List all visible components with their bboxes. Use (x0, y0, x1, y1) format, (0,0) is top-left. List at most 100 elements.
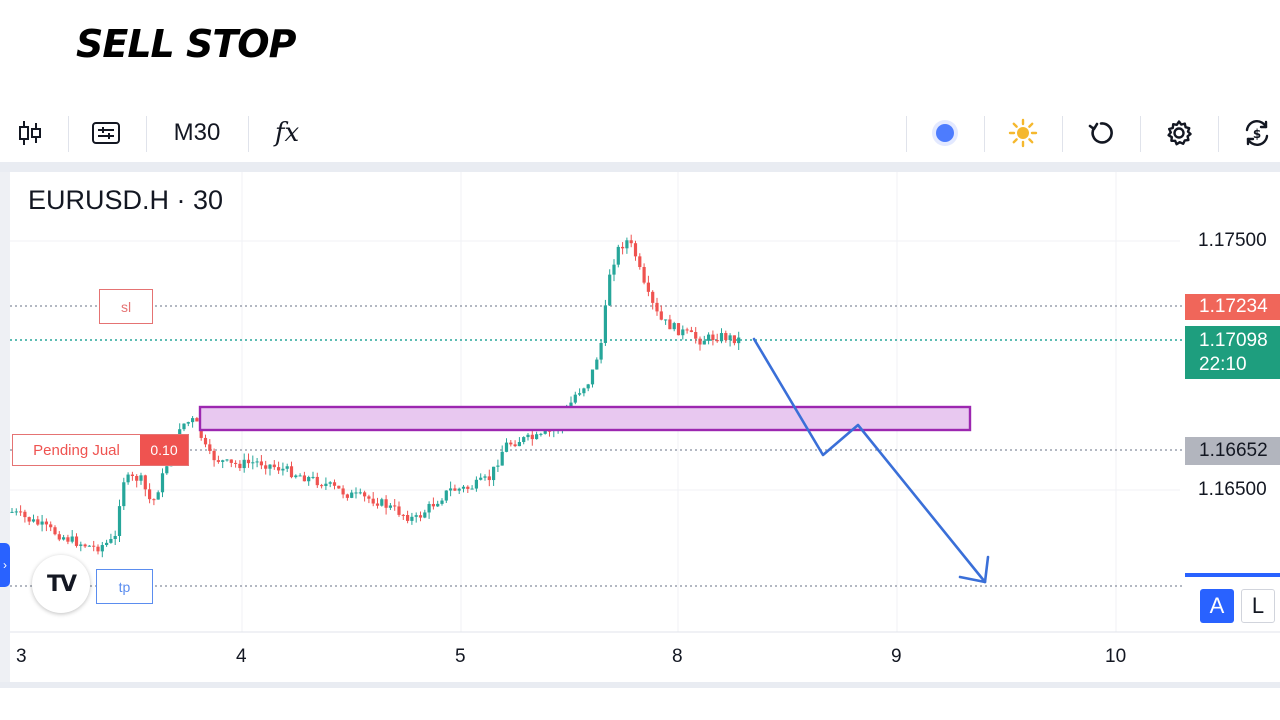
candle-body (221, 460, 225, 462)
candle-body (307, 477, 311, 482)
candle-body (92, 545, 96, 547)
candle-body (135, 475, 139, 481)
candle-body (10, 511, 14, 513)
candle-body (27, 517, 31, 522)
candle-body (586, 384, 590, 389)
candle-body (724, 333, 728, 341)
candle-body (238, 463, 242, 469)
candle-body (122, 482, 126, 507)
currency-exchange-icon[interactable]: $ (1236, 104, 1278, 162)
candle-body (264, 465, 268, 469)
candle-body (513, 444, 517, 447)
candle-body (337, 485, 341, 489)
reset-icon[interactable] (1080, 104, 1122, 162)
candle-body (698, 338, 702, 345)
candles-icon[interactable] (10, 104, 50, 162)
candle-body (208, 444, 212, 451)
candle-body (517, 442, 521, 447)
candle-body (406, 515, 410, 521)
candle-body (371, 498, 375, 504)
candle-body (212, 450, 216, 461)
candle-body (608, 274, 612, 306)
candle-body (685, 329, 689, 331)
candle-body (234, 462, 238, 464)
sl-price-tag: 1.17234 (1185, 294, 1280, 320)
candle-body (664, 319, 668, 321)
symbol-title[interactable]: EURUSD.H · 30 (28, 185, 224, 215)
candle-body (401, 514, 405, 516)
candle-body (311, 476, 315, 478)
candle-body (582, 388, 586, 394)
candle-body (633, 243, 638, 257)
candle-body (535, 434, 539, 440)
gear-icon[interactable] (1158, 104, 1200, 162)
pending-order-qty: 0.10 (140, 435, 188, 465)
candle-body (259, 461, 263, 466)
candle-body (66, 537, 70, 542)
candle-body (719, 333, 724, 342)
candle-body (302, 475, 306, 482)
candle-body (165, 466, 169, 474)
timeframe-button[interactable]: M30 (160, 104, 234, 162)
candle-body (31, 519, 36, 522)
toolbar-divider (0, 162, 1280, 172)
left-edge (0, 172, 10, 682)
candle-body (49, 524, 53, 528)
vertical-grid (241, 172, 1117, 632)
fx-icon: fx (274, 118, 300, 148)
candle-body (547, 430, 552, 432)
candle-body (629, 240, 633, 244)
time-axis-label: 9 (891, 646, 902, 667)
candle-body (393, 505, 397, 507)
candle-body (461, 486, 466, 489)
candle-body (715, 340, 719, 342)
candle-body (195, 418, 199, 422)
candle-body (126, 474, 130, 483)
sl-order-label[interactable]: sl (99, 289, 153, 324)
candle-body (414, 515, 418, 517)
record-dot-icon[interactable] (924, 104, 966, 162)
candle-body (53, 527, 57, 535)
candle-body (504, 442, 509, 452)
log-scale-button[interactable]: L (1241, 589, 1275, 623)
candle-body (246, 459, 251, 464)
candle-body (496, 465, 500, 467)
pending-order-label[interactable]: Pending Jual 0.10 (12, 434, 189, 466)
axis-blue-marker (1185, 573, 1280, 577)
chevron-right-icon: › (3, 558, 7, 572)
candle-body (105, 542, 109, 546)
candle-body (281, 468, 285, 471)
candle-body (363, 492, 367, 497)
svg-text:$: $ (1253, 127, 1261, 141)
candle-body (603, 305, 607, 343)
candle-body (148, 489, 152, 500)
candle-body (676, 323, 681, 336)
candle-body (203, 437, 208, 445)
tradingview-logo[interactable]: TV (32, 555, 90, 613)
candle-body (156, 492, 160, 500)
candle-body (298, 475, 302, 477)
projection-arrow[interactable] (752, 337, 987, 584)
time-axis-label: 5 (455, 646, 466, 667)
candle-body (229, 459, 233, 463)
candle-body (268, 464, 272, 469)
candle-body (152, 499, 156, 501)
candle-body (492, 466, 496, 481)
candle-body (272, 464, 276, 468)
candle-body (57, 534, 61, 540)
theme-sun-icon[interactable] (1002, 104, 1044, 162)
side-panel-toggle[interactable]: › (0, 543, 10, 587)
entry-price-tag: 1.16652 (1185, 437, 1280, 465)
auto-scale-button[interactable]: A (1200, 589, 1234, 623)
candle-body (470, 488, 474, 490)
candle-body (100, 545, 104, 552)
sell-zone-rectangle[interactable] (198, 405, 972, 432)
tp-order-label[interactable]: tp (96, 569, 153, 604)
indicators-button[interactable]: fx (264, 104, 310, 162)
candle-body (242, 459, 246, 469)
candle-body (251, 462, 255, 464)
candle-body (427, 503, 431, 513)
indicator-templates-icon[interactable] (86, 104, 126, 162)
candle-body (573, 394, 577, 403)
